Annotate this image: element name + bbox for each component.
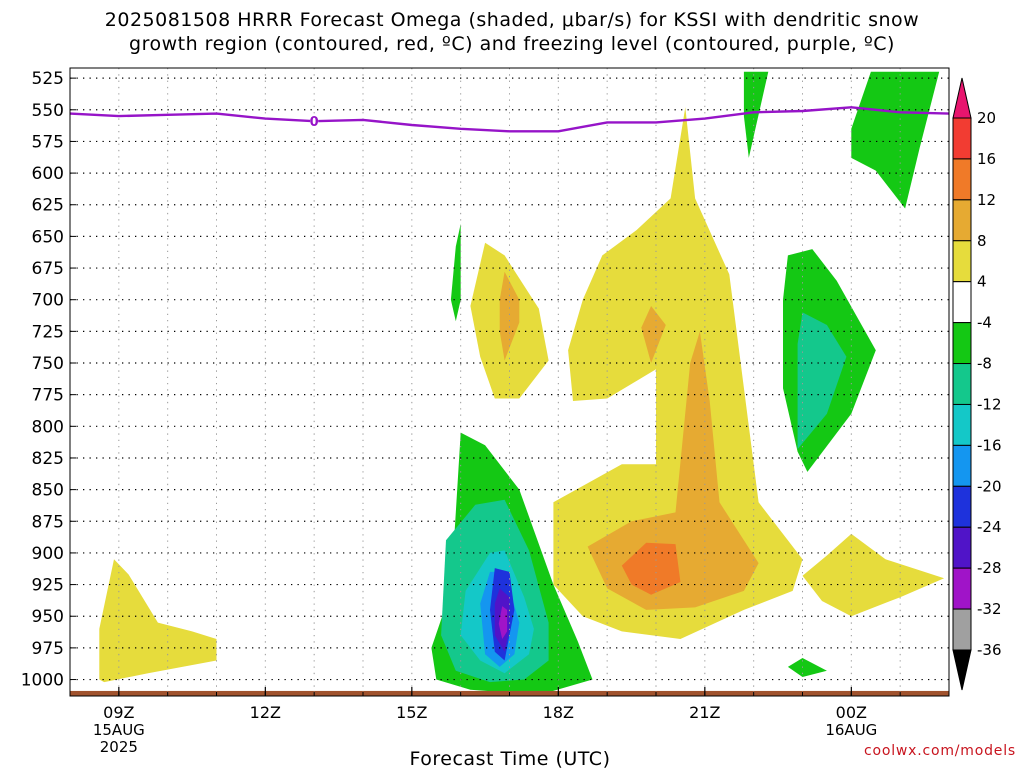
y-tick-label-700: 700 <box>32 291 64 311</box>
x-axis-label: Forecast Time (UTC) <box>410 748 611 768</box>
x-tick-label-21Z: 21Z <box>689 703 720 722</box>
omega-region-0 <box>99 559 217 683</box>
omega-region-5 <box>499 271 520 361</box>
x-tick-label-00Z: 00Z <box>836 703 867 722</box>
colorbar-label-20: 20 <box>977 109 996 127</box>
colorbar-segment-3 <box>952 240 972 283</box>
omega-region-11 <box>851 71 940 209</box>
colorbar-label--4: -4 <box>977 314 992 332</box>
colorbar-label--12: -12 <box>977 395 1002 413</box>
y-tick-label-900: 900 <box>32 544 64 564</box>
chart-title: 2025081508 HRRR Forecast Omega (shaded, … <box>0 8 1024 56</box>
x-tick-sublabel-16AUG: 16AUG <box>825 721 877 739</box>
omega-region-3 <box>802 533 945 617</box>
colorbar-label--8: -8 <box>977 355 992 373</box>
colorbar-segment-7 <box>952 403 972 446</box>
y-tick-label-1000: 1000 <box>21 671 64 691</box>
freezing-level-label: 0 <box>310 115 319 130</box>
colorbar-label-4: 4 <box>977 273 987 291</box>
omega-region-13 <box>787 658 827 677</box>
omega-region-10 <box>743 71 769 158</box>
y-tick-label-675: 675 <box>32 259 64 279</box>
y-tick-label-950: 950 <box>32 607 64 627</box>
colorbar-label--28: -28 <box>977 559 1002 577</box>
colorbar: 20 16 12 8 4 -4 -8 -12 -16 -20 -24 -28 -32 -36 <box>952 77 1002 691</box>
colorbar-segment-5 <box>952 322 972 365</box>
y-tick-label-575: 575 <box>32 132 64 152</box>
colorbar-label-16: 16 <box>977 150 996 168</box>
y-tick-label-650: 650 <box>32 227 64 247</box>
omega-region-9 <box>450 223 461 322</box>
y-tick-label-525: 525 <box>32 69 64 89</box>
omega-region-6 <box>641 306 666 363</box>
colorbar-label--16: -16 <box>977 436 1002 454</box>
colorbar-label--20: -20 <box>977 477 1002 495</box>
colorbar-label--24: -24 <box>977 518 1002 536</box>
x-tick-sublabel-15AUG: 15AUG <box>93 721 145 739</box>
omega-region-4 <box>587 331 759 610</box>
colorbar-segment-0 <box>952 117 972 160</box>
y-tick-label-600: 600 <box>32 164 64 184</box>
colorbar-label--32: -32 <box>977 600 1002 618</box>
colorbar-segment-1 <box>952 158 972 201</box>
colorbar-segment-9 <box>952 485 972 528</box>
freezing-level-line <box>69 106 950 133</box>
colorbar-bottom-triangle <box>952 649 972 691</box>
freezing-level-layer: 0 <box>69 106 950 133</box>
y-tick-label-775: 775 <box>32 386 64 406</box>
y-tick-label-550: 550 <box>32 101 64 121</box>
freezing-level-label-bg <box>310 114 319 129</box>
y-tick-label-750: 750 <box>32 354 64 374</box>
colorbar-segment-4 <box>952 281 972 324</box>
chart-title-line-2: growth region (contoured, red, ºC) and f… <box>129 33 895 55</box>
axes-layer: 525 550 575 600 625 650 675 700 725 750 775 800 825 8… <box>21 67 950 768</box>
omega-region-7 <box>621 542 681 595</box>
colorbar-label-8: 8 <box>977 232 987 250</box>
x-tick-label-18Z: 18Z <box>543 703 574 722</box>
y-tick-label-925: 925 <box>32 576 64 596</box>
omega-shading-layer <box>99 71 945 693</box>
y-tick-label-825: 825 <box>32 449 64 469</box>
colorbar-segment-12 <box>952 608 972 651</box>
omega-region-1 <box>553 107 803 640</box>
y-tick-label-850: 850 <box>32 481 64 501</box>
x-tick-label-15Z: 15Z <box>396 703 427 722</box>
y-tick-label-975: 975 <box>32 639 64 659</box>
x-tick-sublabel-2025: 2025 <box>100 738 138 756</box>
colorbar-segment-10 <box>952 526 972 569</box>
omega-region-15 <box>797 312 847 450</box>
colorbar-segment-2 <box>952 199 972 242</box>
site-credit: coolwx.com/models <box>863 743 1016 759</box>
y-tick-label-875: 875 <box>32 512 64 532</box>
x-tick-label-09Z: 09Z <box>103 703 134 722</box>
y-tick-label-725: 725 <box>32 322 64 342</box>
colorbar-top-triangle <box>952 77 972 119</box>
x-tick-label-12Z: 12Z <box>250 703 281 722</box>
colorbar-label--36: -36 <box>977 641 1002 659</box>
colorbar-segment-6 <box>952 363 972 405</box>
colorbar-segment-11 <box>952 567 972 610</box>
chart-title-line-1: 2025081508 HRRR Forecast Omega (shaded, … <box>104 9 920 31</box>
colorbar-segment-8 <box>952 444 972 487</box>
omega-region-20 <box>498 606 508 639</box>
y-tick-label-800: 800 <box>32 417 64 437</box>
colorbar-label-12: 12 <box>977 191 996 209</box>
y-tick-label-625: 625 <box>32 196 64 216</box>
